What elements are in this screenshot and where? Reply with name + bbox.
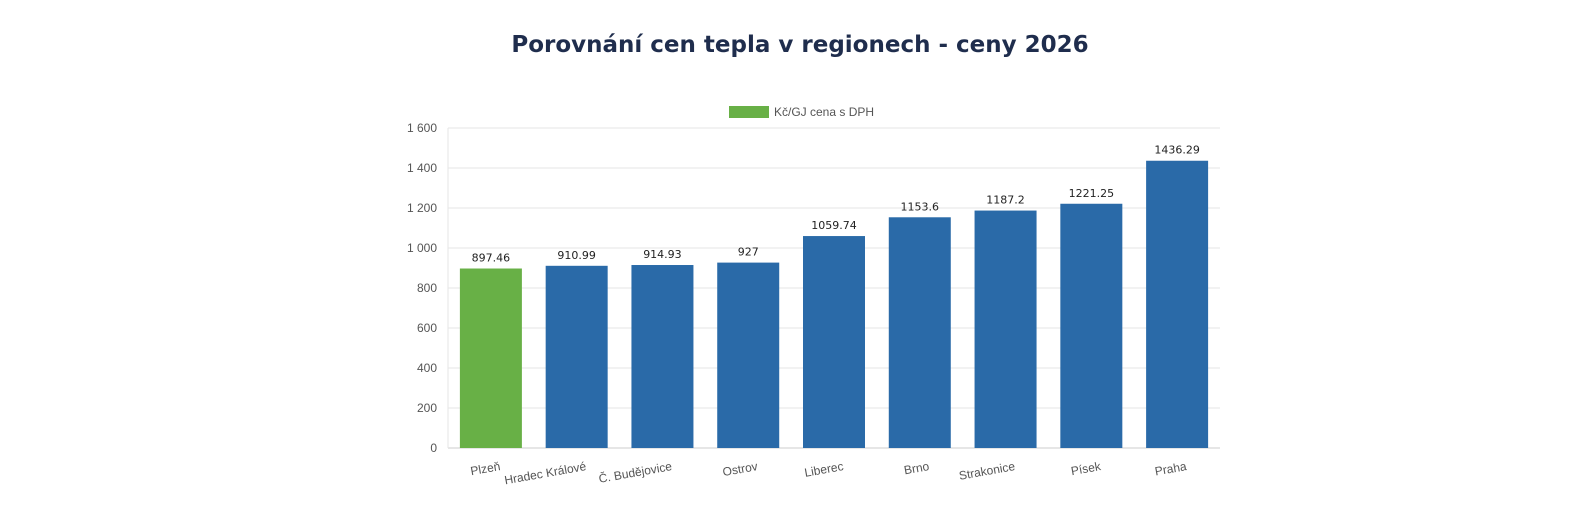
data-label: 914.93 [643,248,682,261]
bar-Brno [888,217,951,448]
y-tick-label: 800 [417,281,437,295]
x-tick-label: Písek [1070,459,1103,478]
bar-Strakonice [974,210,1037,448]
data-label: 1187.2 [986,194,1025,207]
x-tick-label: Č. Budějovice [597,458,673,486]
bar-Písek [1060,203,1123,448]
data-label: 1221.25 [1069,187,1115,200]
y-tick-label: 0 [430,441,437,455]
bar-Praha [1146,160,1209,448]
x-tick-label: Liberec [803,459,844,480]
y-tick-label: 200 [417,401,437,415]
data-label: 897.46 [472,252,511,265]
y-tick-label: 400 [417,361,437,375]
data-label: 910.99 [557,249,596,262]
x-tick-label: Strakonice [958,459,1017,483]
data-label: 1059.74 [811,219,857,232]
y-tick-label: 1 400 [407,161,437,175]
x-tick-label: Ostrov [722,459,759,479]
legend-swatch [729,106,769,118]
x-tick-label: Plzeň [469,459,501,478]
bar-Č. Budějovice [631,265,694,448]
chart-title: Porovnání cen tepla v regionech - ceny 2… [511,32,1089,58]
bar-Hradec Králové [545,265,608,448]
bar-Plzeň [459,268,522,448]
bar-Ostrov [717,262,780,448]
legend-label: Kč/GJ cena s DPH [774,105,874,119]
y-tick-label: 1 600 [407,121,437,135]
data-label: 1436.29 [1154,144,1200,157]
data-label: 927 [738,246,759,259]
y-tick-label: 1 000 [407,241,437,255]
y-tick-label: 1 200 [407,201,437,215]
y-tick-label: 600 [417,321,437,335]
x-tick-label: Brno [903,459,931,477]
x-tick-label: Hradec Králové [503,459,587,487]
bar-Liberec [803,236,865,448]
data-label: 1153.6 [901,200,940,213]
x-tick-label: Praha [1154,459,1188,478]
